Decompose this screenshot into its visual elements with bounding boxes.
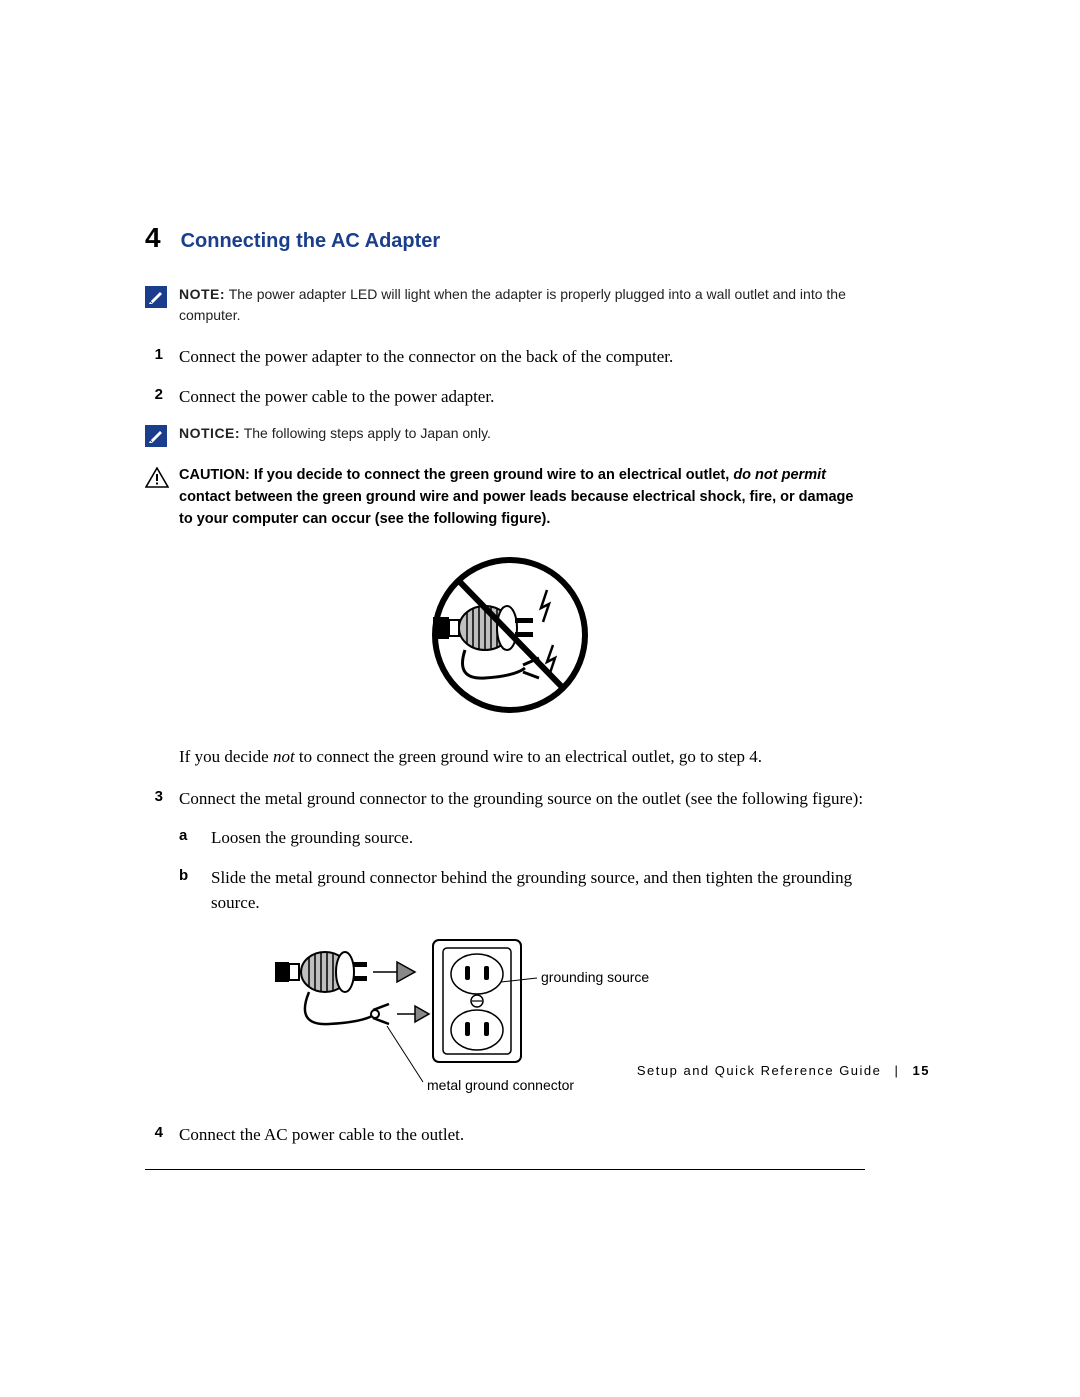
step-text: Connect the power cable to the power ada… [179,384,494,410]
note-label: NOTE: [179,286,225,302]
footer-guide: Setup and Quick Reference Guide [637,1063,882,1078]
section-header: 4 Connecting the AC Adapter [145,222,865,254]
caution-text: CAUTION: If you decide to connect the gr… [179,465,865,530]
substep-b: b Slide the metal ground connector behin… [179,865,865,916]
step-3: 3 Connect the metal ground connector to … [145,786,865,812]
page-content: 4 Connecting the AC Adapter NOTE: The po… [145,222,865,1170]
decide-post: to connect the green ground wire to an e… [295,747,762,766]
note-block: NOTE: The power adapter LED will light w… [145,284,865,326]
section-title: Connecting the AC Adapter [181,230,441,253]
step-2: 2 Connect the power cable to the power a… [145,384,865,410]
caution-icon [145,467,169,494]
substep-text: Loosen the grounding source. [211,825,413,851]
page-footer: Setup and Quick Reference Guide | 15 [637,1063,930,1078]
notice-icon [145,425,167,447]
notice-block: NOTICE: The following steps apply to Jap… [145,423,865,447]
notice-label: NOTICE: [179,425,240,441]
caution-post: contact between the green ground wire an… [179,489,853,527]
label-metal-ground: metal ground connector [427,1077,574,1093]
footer-separator: | [895,1063,900,1078]
notice-body: The following steps apply to Japan only. [244,425,491,441]
caution-italic: do not permit [733,467,826,483]
caution-block: CAUTION: If you decide to connect the gr… [145,465,865,530]
figure-outlet: grounding source metal ground connector [145,934,865,1104]
step-1: 1 Connect the power adapter to the conne… [145,344,865,370]
step-number: 4 [145,1122,163,1145]
label-grounding-source: grounding source [541,969,649,985]
substep-a: a Loosen the grounding source. [179,825,865,851]
step-number: 3 [145,786,163,809]
substep-text: Slide the metal ground connector behind … [211,865,865,916]
step-4: 4 Connect the AC power cable to the outl… [145,1122,865,1148]
footer-page-number: 15 [913,1063,930,1078]
step-text: Connect the AC power cable to the outlet… [179,1122,464,1148]
note-icon [145,286,167,308]
note-body: The power adapter LED will light when th… [179,286,846,323]
notice-text: NOTICE: The following steps apply to Jap… [179,423,491,444]
decide-italic: not [273,747,295,766]
section-number: 4 [145,222,161,254]
caution-label: CAUTION: [179,467,250,483]
step-text: Connect the power adapter to the connect… [179,344,673,370]
figure-prohibition [145,550,865,720]
step-number: 1 [145,344,163,367]
substep-letter: a [179,825,195,848]
substep-letter: b [179,865,195,888]
note-text: NOTE: The power adapter LED will light w… [179,284,865,326]
footer-rule [145,1169,865,1170]
caution-pre: If you decide to connect the green groun… [254,467,733,483]
step-number: 2 [145,384,163,407]
decide-pre: If you decide [179,747,273,766]
step-text: Connect the metal ground connector to th… [179,786,863,812]
decide-paragraph: If you decide not to connect the green g… [179,744,865,770]
